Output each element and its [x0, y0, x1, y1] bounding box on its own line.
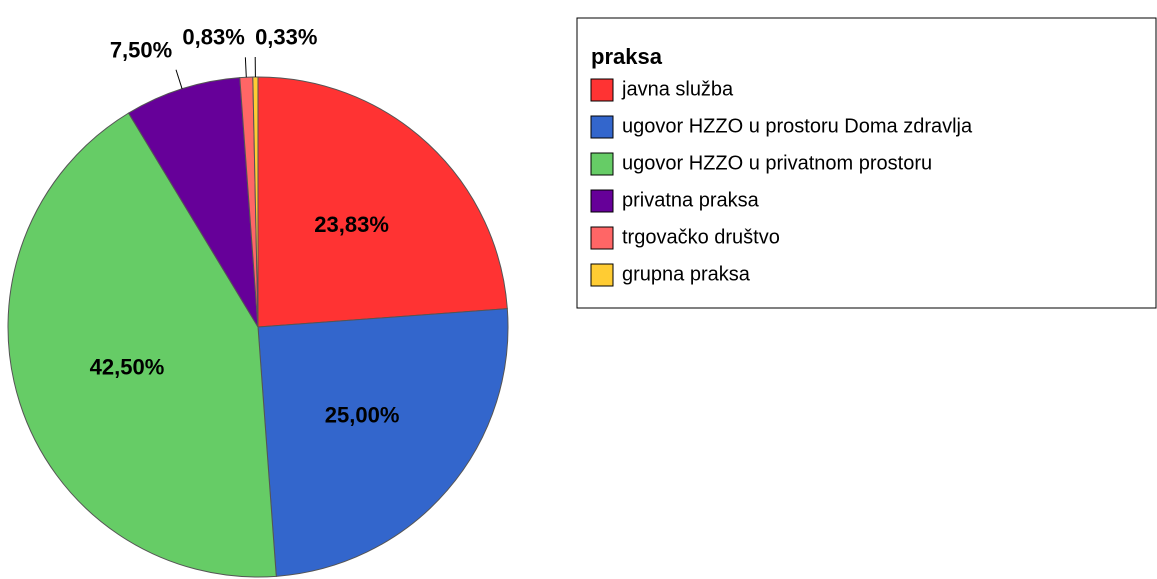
data-label: 7,50%: [110, 38, 172, 63]
legend-swatch: [590, 263, 614, 287]
pie-slice: [127, 77, 259, 328]
legend-swatch: [590, 152, 614, 176]
legend-swatch: [590, 78, 614, 102]
legend-label: privatna praksa: [622, 189, 760, 211]
legend-title: praksa: [591, 44, 663, 69]
legend-swatch: [590, 226, 614, 250]
legend-label: trgovačko društvo: [622, 226, 780, 248]
legend-label: javna služba: [621, 78, 734, 100]
legend-label: grupna praksa: [622, 263, 751, 285]
leader-line: [175, 69, 183, 89]
legend-swatch: [590, 115, 614, 139]
leader-line: [244, 57, 247, 78]
data-label: 42,50%: [90, 355, 165, 380]
legend-swatch: [590, 189, 614, 213]
legend-label: ugovor HZZO u prostoru Doma zdravlja: [622, 115, 973, 137]
legend-label: ugovor HZZO u privatnom prostoru: [622, 152, 932, 174]
pie-slice: [7, 112, 277, 578]
data-label: 0,83%: [182, 25, 244, 50]
data-label: 23,83%: [314, 212, 389, 237]
data-label: 0,33%: [255, 24, 317, 49]
pie-slice: [257, 308, 509, 577]
legend-box: [576, 17, 1157, 309]
pie-slice: [257, 76, 508, 328]
data-label: 25,00%: [325, 403, 400, 428]
